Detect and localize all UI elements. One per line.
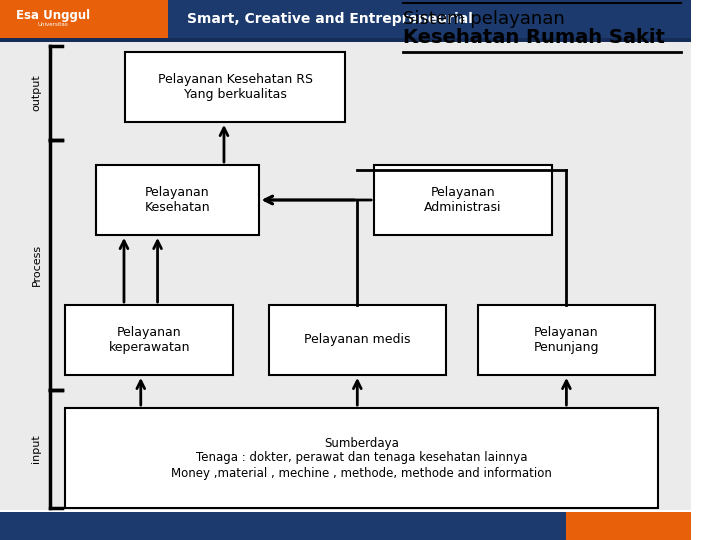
Text: Universitas: Universitas bbox=[37, 23, 68, 28]
Bar bbox=[477, 305, 655, 375]
Bar bbox=[0, 0, 168, 38]
Text: Pelayanan
keperawatan: Pelayanan keperawatan bbox=[109, 326, 190, 354]
Text: Pelayanan
Kesehatan: Pelayanan Kesehatan bbox=[145, 186, 210, 214]
Bar bbox=[567, 512, 690, 540]
Bar bbox=[66, 305, 233, 375]
Text: Smart, Creative and Entrepreneurial: Smart, Creative and Entrepreneurial bbox=[187, 12, 473, 26]
Text: Esa Unggul: Esa Unggul bbox=[16, 9, 90, 22]
Bar bbox=[0, 512, 567, 540]
Text: Sistem pelayanan: Sistem pelayanan bbox=[403, 10, 564, 28]
Bar bbox=[0, 42, 690, 510]
Bar bbox=[168, 0, 690, 38]
Text: Pelayanan Kesehatan RS
Yang berkualitas: Pelayanan Kesehatan RS Yang berkualitas bbox=[158, 73, 312, 101]
Text: input: input bbox=[32, 435, 42, 463]
Text: Pelayanan medis: Pelayanan medis bbox=[304, 334, 410, 347]
Text: Sumberdaya
Tenaga : dokter, perawat dan tenaga kesehatan lainnya
Money ,material: Sumberdaya Tenaga : dokter, perawat dan … bbox=[171, 436, 552, 480]
Text: Kesehatan Rumah Sakit: Kesehatan Rumah Sakit bbox=[403, 28, 665, 47]
Text: Pelayanan
Penunjang: Pelayanan Penunjang bbox=[534, 326, 599, 354]
Bar bbox=[374, 165, 552, 235]
Text: Process: Process bbox=[32, 244, 42, 286]
Text: Pelayanan
Administrasi: Pelayanan Administrasi bbox=[424, 186, 502, 214]
Bar bbox=[0, 38, 690, 42]
Text: output: output bbox=[32, 75, 42, 111]
Bar bbox=[125, 52, 346, 122]
Bar bbox=[66, 408, 658, 508]
Bar bbox=[96, 165, 259, 235]
Bar bbox=[269, 305, 446, 375]
